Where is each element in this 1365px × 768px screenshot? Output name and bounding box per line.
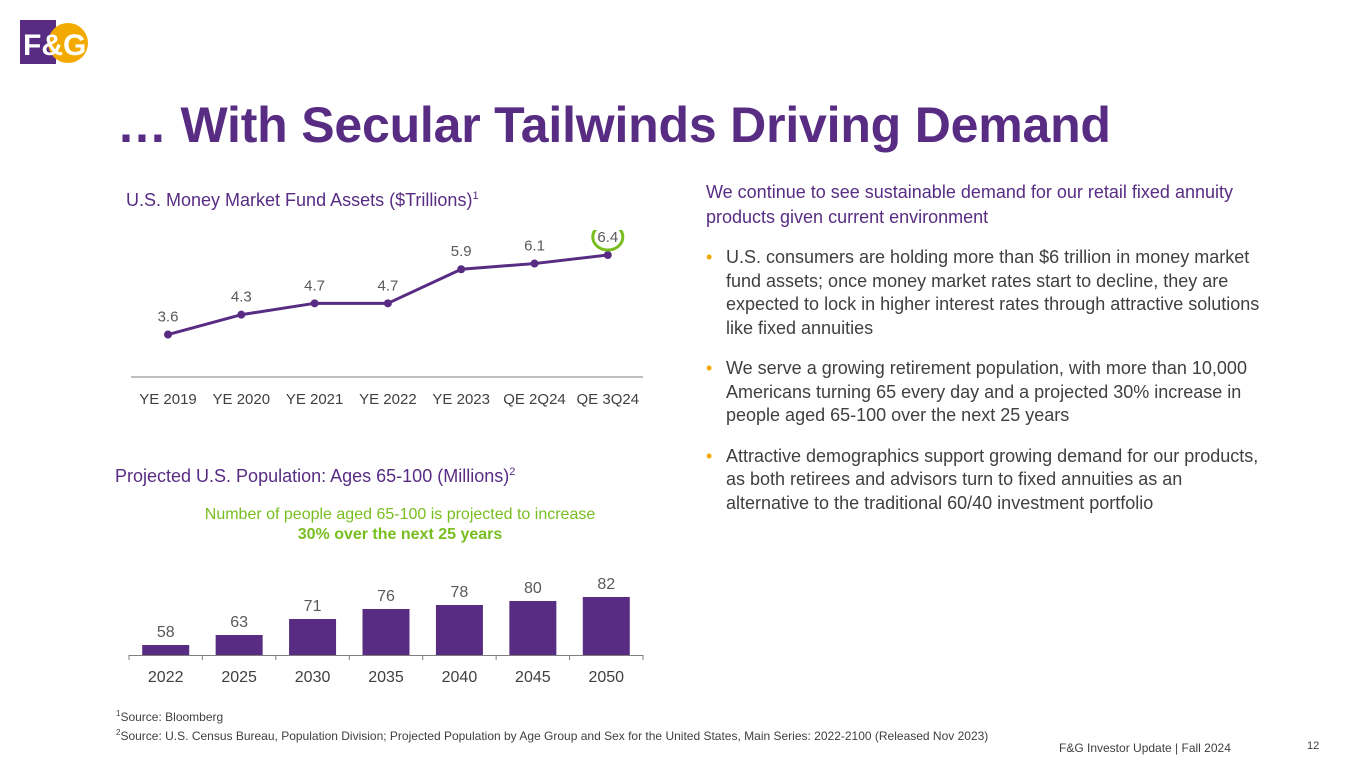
logo-text: F&G [23, 29, 86, 62]
bar-chart-callout: Number of people aged 65-100 is projecte… [150, 505, 650, 545]
x-tick-label: QE 3Q24 [577, 391, 640, 408]
data-point [457, 265, 466, 274]
data-point [383, 299, 392, 308]
right-panel-bullets: • U.S. consumers are holding more than $6… [706, 246, 1266, 532]
bullet-item: • U.S. consumers are holding more than $6… [706, 246, 1266, 340]
footnote-1-num: 1 [116, 709, 121, 718]
footnotes: 1Source: Bloomberg 2Source: U.S. Census … [116, 706, 988, 744]
x-tick-label: 2040 [442, 669, 478, 686]
bullet-text: We serve a growing retirement population… [726, 358, 1247, 425]
bar-value-label: 58 [157, 624, 175, 641]
bullet-text: U.S. consumers are holding more than $6 … [726, 247, 1260, 338]
data-point [237, 310, 246, 319]
bar-value-label: 63 [230, 614, 248, 631]
money-market-line-chart: 3.6 YE 2019 4.3 YE 2020 4.7 YE 2021 4.7 YE 2022… [131, 230, 643, 408]
data-point [603, 251, 612, 260]
bar [142, 645, 190, 655]
bar [362, 609, 410, 655]
fg-logo: F&G [20, 20, 88, 64]
x-tick-label: YE 2023 [432, 391, 490, 408]
footnote-1: 1Source: Bloomberg [116, 706, 988, 725]
highlight-circle [591, 230, 625, 252]
x-tick-label: YE 2020 [213, 391, 271, 408]
bar [289, 619, 337, 655]
line-chart-title: U.S. Money Market Fund Assets ($Trillion… [126, 190, 479, 211]
x-tick-label: 2035 [368, 669, 404, 686]
bar-value-label: 76 [377, 588, 395, 605]
callout-line-2: 30% over the next 25 years [297, 526, 503, 543]
data-label: 6.4 [597, 230, 618, 246]
bar-chart-title: Projected U.S. Population: Ages 65-100 (… [115, 466, 515, 487]
data-point [530, 259, 539, 268]
slide-title: … With Secular Tailwinds Driving Demand [117, 97, 1111, 153]
bar-value-label: 82 [597, 576, 615, 593]
bar-value-label: 78 [451, 584, 469, 601]
footnote-2-text: Source: U.S. Census Bureau, Population D… [120, 729, 989, 743]
bar [435, 605, 483, 655]
bullet-text: Attractive demographics support growing … [726, 445, 1259, 513]
data-label: 6.1 [524, 238, 545, 255]
data-point [164, 330, 172, 339]
right-panel-heading: We continue to see sustainable demand fo… [706, 182, 1233, 227]
footnote-2-num: 2 [116, 728, 121, 737]
footnote-1-text: Source: Bloomberg [120, 710, 224, 724]
data-label: 4.3 [231, 289, 252, 306]
x-tick-label: 2045 [515, 669, 551, 686]
x-tick-label: 2022 [148, 669, 184, 686]
x-tick-label: YE 2022 [359, 391, 417, 408]
bar-chart-footnote-ref: 2 [509, 466, 516, 478]
bar-chart-title-text: Projected U.S. Population: Ages 65-100 (… [115, 466, 510, 486]
data-label: 3.6 [158, 309, 179, 326]
x-tick-label: 2025 [221, 669, 257, 686]
x-tick-label: 2050 [588, 669, 624, 686]
line-chart-footnote-ref: 1 [472, 190, 479, 202]
x-tick-label: QE 2Q24 [503, 391, 566, 408]
bullet-marker: • [706, 445, 713, 466]
x-tick-label: YE 2019 [139, 391, 197, 408]
x-tick-label: 2030 [295, 669, 331, 686]
bullet-marker: • [706, 358, 713, 378]
page-number: 12 [1307, 740, 1320, 752]
bullet-marker: • [706, 247, 713, 267]
bullet-item: • Attractive demographics support growing… [706, 445, 1266, 516]
population-bar-chart: 58 2022 63 2025 71 2030 76 2035 78 2040 80 2045 82 20… [128, 576, 644, 686]
callout-line-1: Number of people aged 65-100 is projecte… [204, 506, 596, 523]
bullet-item: • We serve a growing retirement populatio… [706, 357, 1266, 428]
footnote-2: 2Source: U.S. Census Bureau, Population … [116, 725, 988, 744]
bar-value-label: 71 [304, 598, 322, 615]
data-label: 5.9 [451, 243, 472, 260]
line-chart-title-text: U.S. Money Market Fund Assets ($Trillion… [126, 190, 473, 210]
slide-footer: F&G Investor Update | Fall 2024 [1059, 741, 1231, 755]
bar-value-label: 80 [524, 580, 542, 597]
bar [509, 601, 557, 655]
data-label: 4.7 [377, 277, 398, 294]
bar [582, 597, 630, 655]
data-point [310, 299, 319, 308]
data-label: 4.7 [304, 277, 325, 294]
x-tick-label: YE 2021 [286, 391, 344, 408]
bar [215, 635, 263, 655]
